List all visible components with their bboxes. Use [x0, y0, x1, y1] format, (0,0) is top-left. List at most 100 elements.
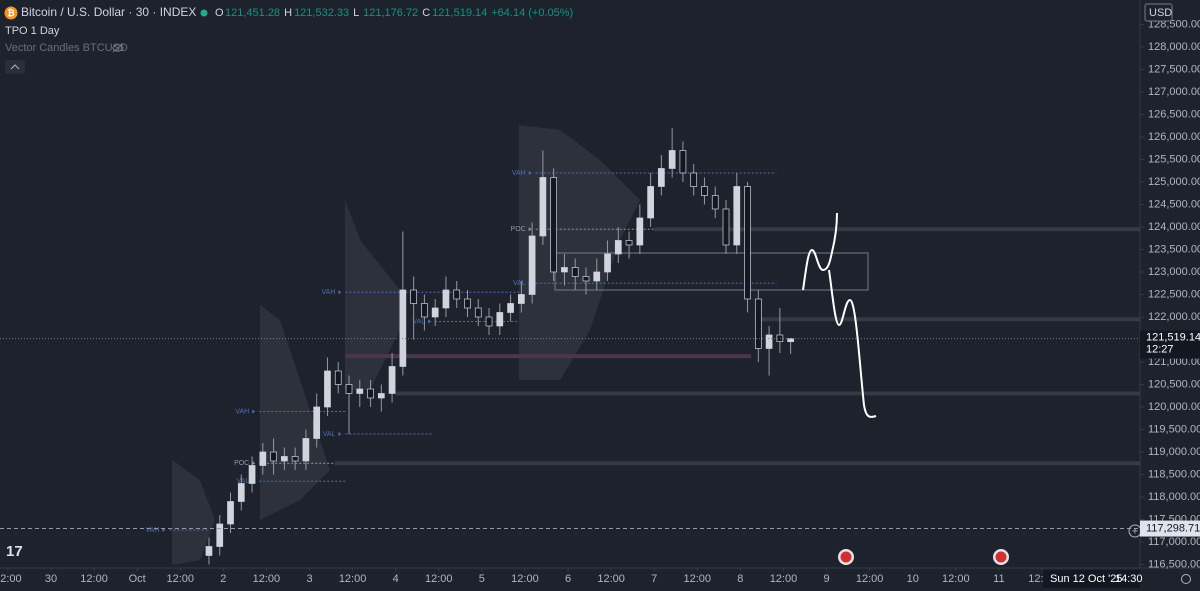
x-tick-label: 5	[479, 573, 485, 585]
candle-body	[205, 546, 213, 556]
y-tick-label: 125,000.00	[1148, 176, 1200, 188]
x-tick-label: 12:00	[942, 573, 970, 585]
candle-body	[281, 456, 288, 462]
tpo-level-arrow	[252, 409, 256, 414]
y-tick-label: 123,000.00	[1148, 266, 1200, 278]
indicator-name[interactable]: Vector Candles BTCUSD	[5, 42, 128, 54]
time-axis	[0, 568, 1200, 591]
date-tag	[1043, 570, 1140, 588]
y-tick-label: 121,000.00	[1148, 356, 1200, 368]
y-tick-label: 122,000.00	[1148, 311, 1200, 323]
candle-body	[765, 334, 773, 349]
candle-body	[679, 150, 687, 174]
candle-body	[636, 217, 644, 246]
event-flag[interactable]	[838, 549, 854, 565]
ohlc-label: L	[353, 7, 359, 19]
last-price-tag	[1140, 330, 1200, 359]
candle-body	[313, 406, 321, 439]
tpo-level-label: VAH	[146, 527, 160, 534]
candle-body	[658, 168, 665, 187]
freehand-drawing	[802, 212, 838, 291]
candle-body	[421, 303, 428, 318]
symbol-icon-glyph: ₿	[7, 8, 14, 18]
crosshair-tag	[1140, 520, 1200, 537]
x-tick-label: 3	[306, 573, 312, 585]
ohlc-value: 121,451.28	[225, 7, 280, 19]
ohlc-value: 121,519.14	[432, 7, 487, 19]
candle-body	[237, 483, 245, 502]
y-tick-label: 128,000.00	[1148, 41, 1200, 53]
x-tick-label: 12:00	[166, 573, 194, 585]
x-tick-label: 12:00	[856, 573, 884, 585]
tpo-level-label: VAH	[512, 170, 526, 177]
x-tick-label: 2	[220, 573, 226, 585]
crosshair-label: 117,298.71	[1146, 522, 1200, 534]
date-label: Sun 12 Oct '25	[1050, 573, 1122, 585]
candle-body	[410, 289, 417, 304]
tpo-level-label: POC	[511, 226, 526, 233]
x-tick-label: 12:00	[511, 573, 539, 585]
currency-button[interactable]	[1144, 3, 1173, 22]
candle-body	[399, 289, 407, 367]
x-tick-label: 4	[393, 573, 399, 585]
candle-body	[291, 456, 299, 462]
candle-body	[571, 267, 579, 277]
candle-body	[474, 307, 482, 318]
candle-body	[625, 240, 633, 246]
candle-body	[604, 253, 611, 273]
hide-icon[interactable]	[112, 43, 124, 53]
x-tick-label: 8	[737, 573, 743, 585]
candle-body	[701, 186, 708, 196]
y-tick-label: 127,500.00	[1148, 63, 1200, 75]
ohlc-label: H	[284, 7, 292, 19]
candle-body	[367, 388, 374, 399]
settings-button[interactable]	[1181, 574, 1191, 584]
tpo-level-arrow	[528, 170, 532, 175]
y-tick-label: 118,500.00	[1148, 468, 1200, 480]
add-alert-glyph: +	[1132, 525, 1138, 537]
y-tick-label: 119,500.00	[1148, 423, 1200, 435]
candle-body	[776, 334, 784, 343]
ohlc-label: O	[215, 7, 224, 19]
candle-body	[227, 501, 234, 525]
candle-body	[744, 186, 751, 300]
candle-body	[259, 451, 267, 466]
freehand-drawing	[828, 269, 877, 418]
y-tick-label: 127,000.00	[1148, 86, 1200, 98]
tpo-level-arrow	[338, 431, 342, 436]
x-tick-label: 10	[907, 573, 919, 585]
y-tick-label: 119,000.00	[1148, 446, 1200, 458]
candle-body	[561, 267, 568, 273]
last-price-label: 121,519.14	[1146, 332, 1200, 344]
currency: USD	[1149, 7, 1172, 19]
candle-body	[302, 438, 310, 462]
tpo-level-label: VAH	[322, 289, 336, 296]
candle-body	[496, 312, 504, 327]
collapse-button[interactable]	[5, 60, 25, 74]
indicator-name[interactable]: TPO 1 Day	[5, 25, 60, 37]
x-tick-label: 12:00	[597, 573, 625, 585]
ohlc-value: 121,532.33	[294, 7, 349, 19]
y-tick-label: 126,000.00	[1148, 131, 1200, 143]
y-tick-label: 117,000.00	[1148, 536, 1200, 548]
x-tick-label: 6	[565, 573, 571, 585]
event-flag[interactable]	[993, 549, 1009, 565]
candle-body	[377, 393, 385, 399]
y-tick-label: 122,500.00	[1148, 288, 1200, 300]
tpo-level-label: POC	[234, 460, 249, 467]
tpo-level-arrow	[252, 461, 256, 466]
logo: 17	[6, 543, 23, 560]
candle-body	[216, 523, 224, 547]
y-tick-label: 118,000.00	[1148, 491, 1200, 503]
tpo-level-arrow	[528, 227, 532, 232]
y-tick-label: 116,500.00	[1148, 558, 1200, 570]
x-tick-label: 12:00	[684, 573, 712, 585]
candle-body	[431, 307, 439, 318]
x-tick-label: 9	[823, 573, 829, 585]
candle-body	[356, 388, 364, 394]
y-tick-label: 125,500.00	[1148, 153, 1200, 165]
collapse-icon	[10, 64, 20, 70]
candle-body	[582, 276, 590, 282]
